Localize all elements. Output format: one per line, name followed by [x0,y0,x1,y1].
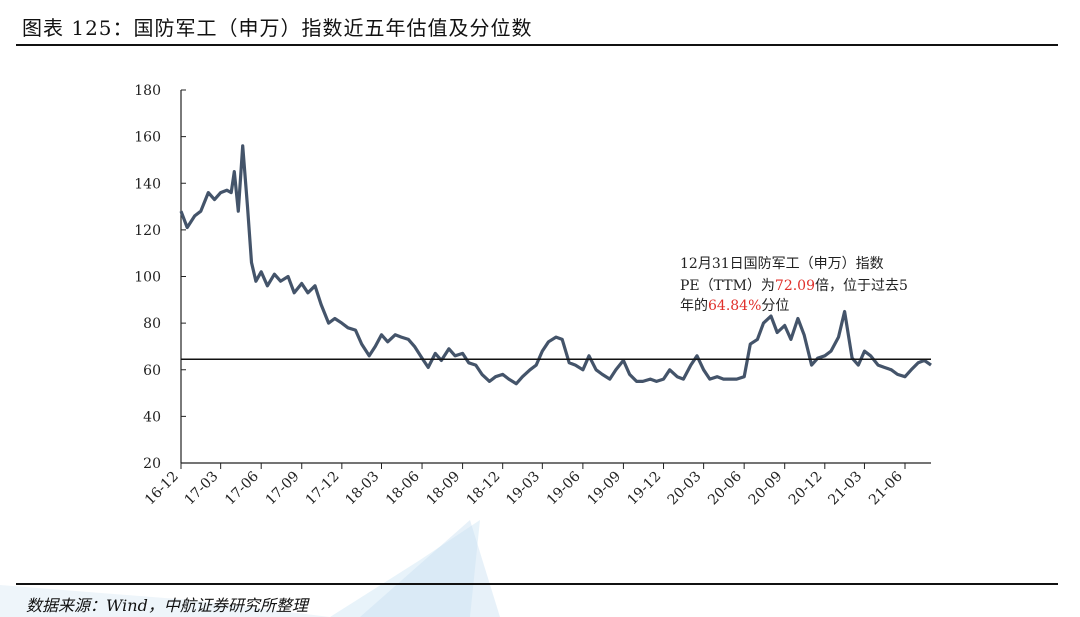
x-tick-label: 20-03 [665,469,705,509]
x-tick-label: 17-09 [263,469,303,509]
x-tick-label: 19-06 [544,468,584,508]
x-tick-label: 19-12 [624,469,664,509]
x-tick-label: 18-06 [383,468,423,508]
percentile-value: 64.84% [708,298,761,314]
x-tick-label: 17-12 [303,469,343,509]
x-tick-label: 20-09 [746,469,786,509]
x-tick-label: 21-03 [825,469,865,509]
x-tick-label: 17-06 [222,468,262,508]
annotation-line-2-prefix: PE（TTM）为 [680,278,775,294]
annotation-line-2: PE（TTM）为72.09倍，位于过去5 [680,278,908,294]
y-tick-label: 60 [143,363,161,379]
annotation-line-3-suffix: 分位 [761,298,789,314]
pe-value: 72.09 [775,278,815,294]
y-tick-label: 140 [134,176,161,192]
x-tick-label: 17-03 [182,469,222,509]
y-axis: 20 40 60 80 100 120 140 160 180 [134,83,186,472]
annotation-line-2-mid: 倍，位于过去5 [815,278,908,294]
x-tick-label: 20-06 [705,468,745,508]
y-tick-label: 120 [134,223,161,239]
top-rule [16,44,1058,46]
bottom-rule [16,583,1058,585]
annotation-line-3: 年的64.84%分位 [680,298,789,314]
x-tick-label: 21-06 [866,468,906,508]
y-tick-label: 100 [134,270,161,286]
x-tick-label: 18-03 [342,469,382,509]
x-tick-label: 19-09 [584,469,624,509]
x-axis: 16-12 17-03 17-06 17-09 17-12 18-03 18-06 18-09… [142,462,931,509]
y-tick-label: 20 [143,456,161,472]
y-tick-label: 40 [143,409,161,425]
x-tick-label: 18-09 [424,469,464,509]
pe-ttm-series-line [179,144,932,386]
annotation-line-1: 12月31日国防军工（申万）指数 [680,256,884,272]
x-tick-label: 16-12 [142,469,182,509]
y-tick-label: 160 [134,130,161,146]
x-tick-label: 18-12 [464,469,504,509]
x-tick-label: 20-12 [786,469,826,509]
y-tick-label: 80 [143,316,161,332]
annotation-line-3-prefix: 年的 [680,298,708,314]
series-group [179,144,932,386]
y-tick-label: 180 [134,83,161,99]
figure-title: 图表 125：国防军工（申万）指数近五年估值及分位数 [22,16,533,40]
data-source: 数据来源：Wind，中航证券研究所整理 [26,596,308,615]
x-tick-label: 19-03 [503,469,543,509]
